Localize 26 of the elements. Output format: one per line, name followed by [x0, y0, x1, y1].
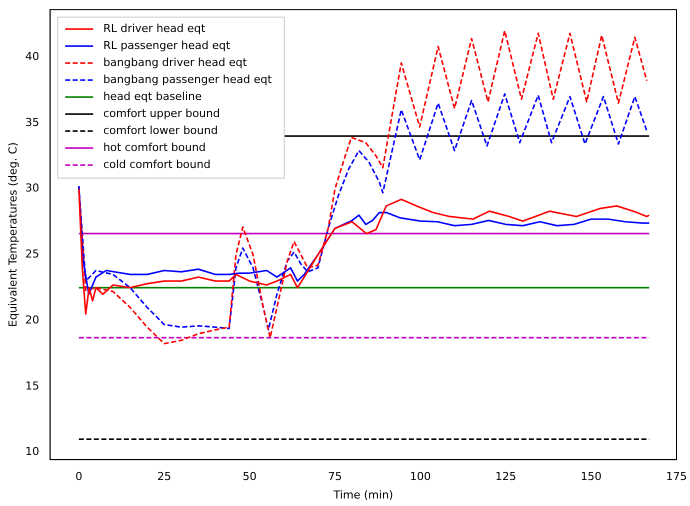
y-tick-label: 10 [25, 445, 40, 458]
legend-label: RL driver head eqt [103, 22, 206, 35]
legend-label: cold comfort bound [103, 158, 211, 171]
y-tick-label: 25 [25, 248, 40, 261]
legend-label: bangbang passenger head eqt [103, 72, 272, 86]
y-tick-label: 30 [25, 182, 40, 195]
legend-label: RL passenger head eqt [103, 38, 231, 52]
x-tick-label: 125 [495, 470, 516, 484]
x-tick-label: 150 [580, 470, 602, 484]
legend-label: comfort upper bound [103, 106, 220, 120]
legend-label: hot comfort bound [103, 140, 206, 154]
x-tick-label: 175 [666, 470, 687, 484]
x-tick-label: 75 [328, 470, 342, 484]
x-tick-label: 0 [75, 470, 82, 484]
y-tick-label: 15 [25, 379, 40, 392]
x-axis-title: Time (min) [332, 488, 394, 502]
y-tick-label: 35 [25, 116, 40, 129]
x-tick-label: 25 [157, 470, 172, 484]
legend-label: bangbang driver head eqt [103, 56, 248, 69]
y-tick-label: 20 [25, 313, 40, 326]
y-tick-label: 40 [25, 50, 40, 63]
x-tick-label: 50 [242, 470, 257, 484]
legend-label: head eqt baseline [103, 90, 202, 103]
y-axis-title: Equivalent Temperatures (deg. C) [6, 142, 20, 327]
x-tick-label: 100 [410, 470, 431, 484]
legend-label: comfort lower bound [103, 124, 218, 137]
